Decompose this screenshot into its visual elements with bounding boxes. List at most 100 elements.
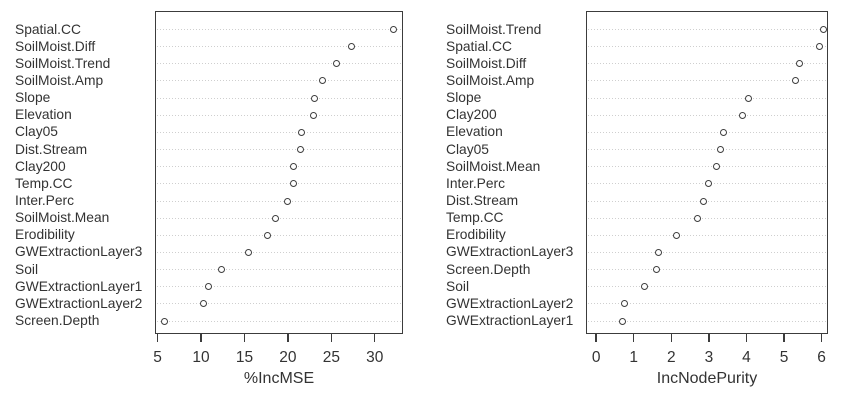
data-point-marker xyxy=(290,163,298,171)
x-tick-label: 5 xyxy=(153,349,162,366)
gridline xyxy=(587,286,827,288)
category-label: GWExtractionLayer2 xyxy=(446,295,574,311)
x-tick-label: 2 xyxy=(666,349,676,366)
category-label: SoilMoist.Trend xyxy=(15,55,111,71)
category-label: SoilMoist.Mean xyxy=(446,158,541,174)
gridline xyxy=(156,29,402,30)
gridline xyxy=(156,46,402,48)
category-label: Elevation xyxy=(446,124,503,140)
x-tick xyxy=(783,334,785,342)
category-label: Clay05 xyxy=(15,124,58,140)
x-tick xyxy=(708,334,710,342)
data-point-marker xyxy=(245,248,253,256)
x-tick xyxy=(374,334,376,342)
data-point-marker xyxy=(819,26,827,33)
category-label: Inter.Perc xyxy=(446,175,506,191)
gridline xyxy=(156,131,402,133)
x-tick-label: 3 xyxy=(704,349,714,366)
category-label: GWExtractionLayer2 xyxy=(15,295,143,311)
data-point-marker xyxy=(390,26,398,33)
data-point-marker xyxy=(298,128,306,136)
gridline xyxy=(587,114,827,116)
data-point-marker xyxy=(200,300,208,308)
gridline xyxy=(156,149,402,151)
data-point-marker xyxy=(654,248,662,256)
data-point-marker xyxy=(311,94,319,102)
data-point-marker xyxy=(739,111,747,119)
gridline xyxy=(156,286,402,288)
x-tick xyxy=(287,334,289,342)
x-tick-label: 15 xyxy=(235,349,254,366)
gridline xyxy=(587,166,827,168)
category-label: Dist.Stream xyxy=(15,141,88,157)
category-label: Temp.CC xyxy=(15,175,73,191)
gridline xyxy=(587,320,827,322)
x-axis-title: %IncMSE xyxy=(243,370,315,387)
category-label: Clay05 xyxy=(446,141,489,157)
category-label: SoilMoist.Amp xyxy=(15,72,104,88)
gridline xyxy=(587,63,827,65)
gridline xyxy=(156,166,402,168)
data-point-marker xyxy=(319,77,327,85)
gridline xyxy=(156,234,402,236)
data-point-marker xyxy=(263,231,271,239)
plot-area xyxy=(155,11,403,334)
x-tick xyxy=(330,334,332,342)
data-point-marker xyxy=(289,180,297,188)
gridline xyxy=(156,269,402,271)
gridline xyxy=(587,234,827,236)
gridline xyxy=(587,269,827,271)
data-point-marker xyxy=(284,197,292,205)
category-label: GWExtractionLayer3 xyxy=(15,244,143,260)
category-label: Soil xyxy=(446,278,470,294)
data-point-marker xyxy=(652,266,660,274)
data-point-marker xyxy=(620,300,628,308)
gridline xyxy=(587,131,827,133)
x-tick-label: 10 xyxy=(192,349,210,366)
gridline xyxy=(156,183,402,185)
plot-area xyxy=(586,11,828,334)
category-label: GWExtractionLayer1 xyxy=(446,313,574,329)
gridline xyxy=(156,303,402,305)
category-label: SoilMoist.Amp xyxy=(446,72,535,88)
category-label: SoilMoist.Diff xyxy=(15,38,96,54)
data-point-marker xyxy=(712,163,720,171)
x-tick-label: 4 xyxy=(742,349,751,366)
gridline xyxy=(587,251,827,253)
x-tick-label: 5 xyxy=(779,349,789,366)
data-point-marker xyxy=(716,146,724,154)
category-label: SoilMoist.Trend xyxy=(446,21,542,37)
gridline xyxy=(156,251,402,253)
x-tick xyxy=(595,334,597,342)
category-label: SoilMoist.Mean xyxy=(15,210,110,226)
data-point-marker xyxy=(816,43,824,51)
data-point-marker xyxy=(699,197,707,205)
gridline xyxy=(587,149,827,151)
data-point-marker xyxy=(694,214,702,222)
gridline xyxy=(587,97,827,99)
category-label: Soil xyxy=(15,261,39,277)
gridline xyxy=(156,200,402,202)
data-point-marker xyxy=(205,283,213,291)
gridline xyxy=(587,46,827,48)
data-point-marker xyxy=(347,43,355,51)
x-tick xyxy=(156,334,159,342)
data-point-marker xyxy=(217,266,225,274)
data-point-marker xyxy=(744,94,752,102)
data-point-marker xyxy=(720,128,728,136)
category-label: SoilMoist.Diff xyxy=(446,55,527,71)
category-label: Elevation xyxy=(15,107,72,123)
data-point-marker xyxy=(309,111,317,119)
category-label: Screen.Depth xyxy=(446,261,531,277)
category-label: Temp.CC xyxy=(446,210,504,226)
x-tick xyxy=(820,334,823,342)
x-tick xyxy=(200,334,202,342)
x-tick-label: 25 xyxy=(322,349,340,366)
x-tick xyxy=(670,334,672,342)
data-point-marker xyxy=(161,317,169,325)
data-point-marker xyxy=(333,60,341,68)
category-label: Slope xyxy=(15,90,51,106)
x-axis-title: IncNodePurity xyxy=(656,370,758,387)
